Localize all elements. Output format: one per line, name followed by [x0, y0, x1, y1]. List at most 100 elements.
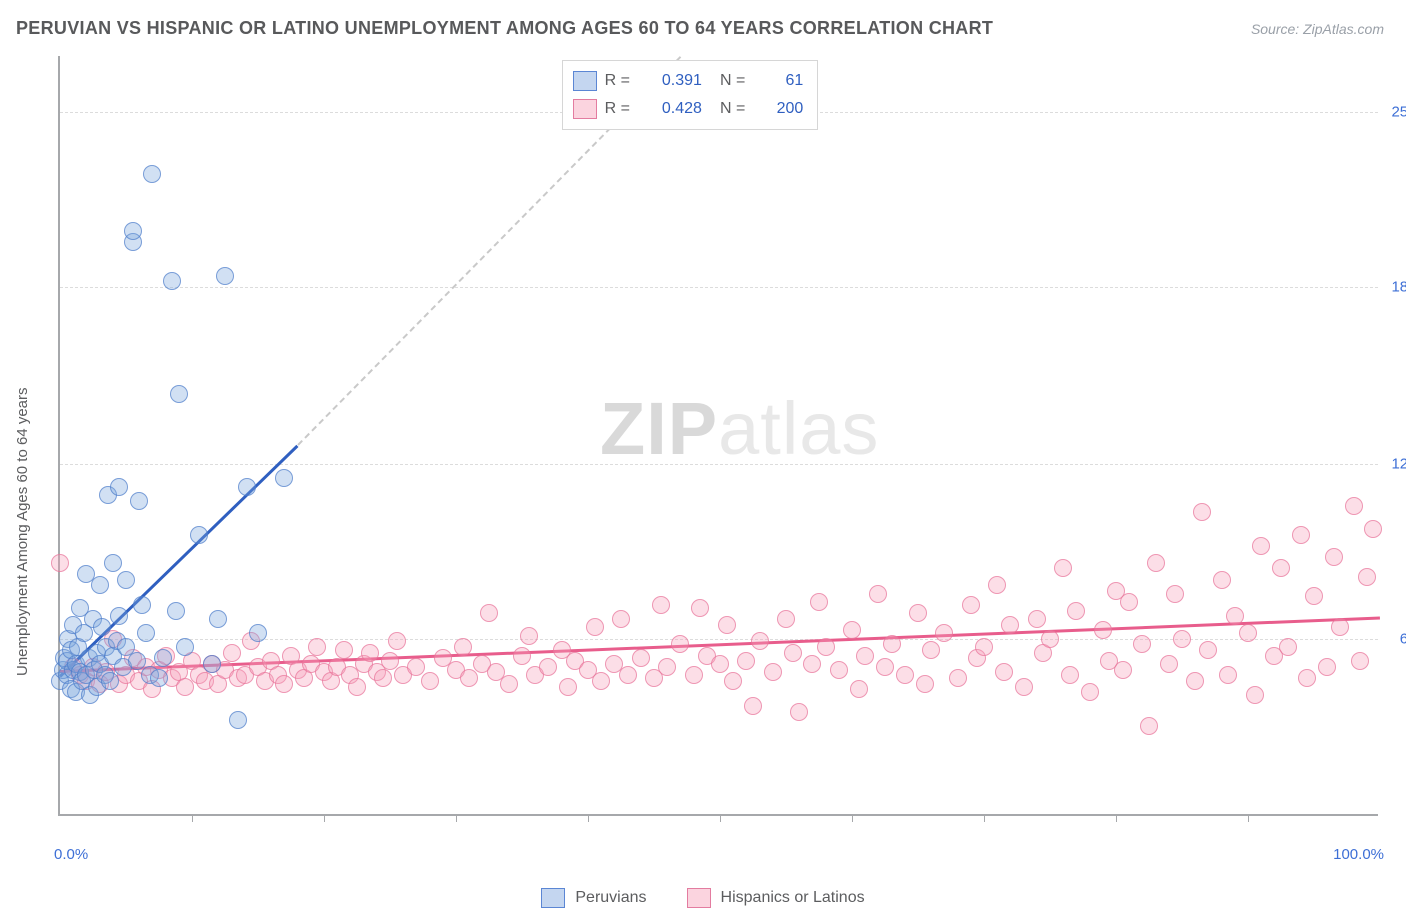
data-point-pink	[803, 655, 821, 673]
data-point-pink	[348, 678, 366, 696]
data-point-pink	[1279, 638, 1297, 656]
data-point-pink	[724, 672, 742, 690]
x-tick	[1248, 814, 1249, 822]
data-point-pink	[975, 638, 993, 656]
data-point-pink	[764, 663, 782, 681]
y-tick-label: 25.0%	[1391, 104, 1406, 121]
y-tick-label: 18.8%	[1391, 278, 1406, 295]
data-point-pink	[1120, 593, 1138, 611]
legend-r-label: R =	[605, 100, 630, 118]
plot-area: ZIPatlas 6.3%12.5%18.8%25.0%R =0.391N =6…	[58, 56, 1378, 816]
data-point-pink	[480, 604, 498, 622]
data-point-pink	[817, 638, 835, 656]
data-point-pink	[335, 641, 353, 659]
data-point-pink	[460, 669, 478, 687]
legend-r-label: R =	[605, 72, 630, 90]
data-point-pink	[751, 632, 769, 650]
data-point-pink	[810, 593, 828, 611]
data-point-pink	[454, 638, 472, 656]
data-point-pink	[658, 658, 676, 676]
data-point-pink	[1094, 621, 1112, 639]
data-point-pink	[1226, 607, 1244, 625]
legend-r-value: 0.391	[642, 72, 702, 90]
data-point-pink	[500, 675, 518, 693]
data-point-blue	[176, 638, 194, 656]
data-point-blue	[137, 624, 155, 642]
data-point-pink	[652, 596, 670, 614]
data-point-pink	[850, 680, 868, 698]
bottom-legend: Peruvians Hispanics or Latinos	[16, 888, 1390, 908]
data-point-pink	[962, 596, 980, 614]
data-point-pink	[1272, 559, 1290, 577]
legend-swatch-blue	[573, 71, 597, 91]
data-point-blue	[101, 672, 119, 690]
data-point-pink	[1292, 526, 1310, 544]
data-point-blue	[229, 711, 247, 729]
data-point-pink	[612, 610, 630, 628]
data-point-pink	[1239, 624, 1257, 642]
data-point-pink	[909, 604, 927, 622]
data-point-blue	[238, 478, 256, 496]
data-point-pink	[777, 610, 795, 628]
x-tick	[456, 814, 457, 822]
data-point-blue	[167, 602, 185, 620]
y-tick-label: 6.3%	[1400, 630, 1406, 647]
data-point-blue	[216, 267, 234, 285]
data-point-pink	[1252, 537, 1270, 555]
data-point-pink	[632, 649, 650, 667]
data-point-blue	[104, 554, 122, 572]
data-point-pink	[559, 678, 577, 696]
data-point-blue	[154, 649, 172, 667]
data-point-blue	[110, 607, 128, 625]
data-point-pink	[223, 644, 241, 662]
data-point-pink	[1364, 520, 1382, 538]
data-point-pink	[988, 576, 1006, 594]
data-point-pink	[1213, 571, 1231, 589]
data-point-pink	[883, 635, 901, 653]
data-point-blue	[110, 478, 128, 496]
legend-item-peruvians: Peruvians	[541, 888, 646, 908]
data-point-pink	[1166, 585, 1184, 603]
data-point-pink	[876, 658, 894, 676]
data-point-pink	[1015, 678, 1033, 696]
data-point-pink	[784, 644, 802, 662]
data-point-pink	[361, 644, 379, 662]
data-point-pink	[1140, 717, 1158, 735]
data-point-pink	[949, 669, 967, 687]
data-point-pink	[711, 655, 729, 673]
x-tick	[192, 814, 193, 822]
data-point-pink	[1160, 655, 1178, 673]
y-axis-label: Unemployment Among Ages 60 to 64 years	[14, 387, 31, 676]
data-point-pink	[718, 616, 736, 634]
data-point-pink	[275, 675, 293, 693]
data-point-pink	[513, 647, 531, 665]
data-point-blue	[93, 618, 111, 636]
data-point-pink	[1318, 658, 1336, 676]
legend-swatch-pink	[573, 99, 597, 119]
data-point-blue	[91, 576, 109, 594]
header: PERUVIAN VS HISPANIC OR LATINO UNEMPLOYM…	[0, 0, 1406, 49]
data-point-pink	[1186, 672, 1204, 690]
legend-n-value: 200	[757, 100, 803, 118]
data-point-blue	[275, 469, 293, 487]
data-point-pink	[1219, 666, 1237, 684]
data-point-pink	[1331, 618, 1349, 636]
data-point-blue	[117, 571, 135, 589]
data-point-pink	[790, 703, 808, 721]
data-point-pink	[1067, 602, 1085, 620]
data-point-pink	[922, 641, 940, 659]
data-point-pink	[1325, 548, 1343, 566]
legend-n-label: N =	[720, 72, 745, 90]
watermark-zip: ZIP	[600, 387, 718, 470]
data-point-pink	[1028, 610, 1046, 628]
data-point-blue	[190, 526, 208, 544]
y-tick-label: 12.5%	[1391, 456, 1406, 473]
data-point-pink	[935, 624, 953, 642]
data-point-pink	[374, 669, 392, 687]
x-max-label: 100.0%	[1333, 846, 1384, 863]
data-point-pink	[1305, 587, 1323, 605]
data-point-pink	[1246, 686, 1264, 704]
legend-n-label: N =	[720, 100, 745, 118]
data-point-blue	[124, 222, 142, 240]
stats-legend: R =0.391N =61R =0.428N =200	[562, 60, 819, 130]
